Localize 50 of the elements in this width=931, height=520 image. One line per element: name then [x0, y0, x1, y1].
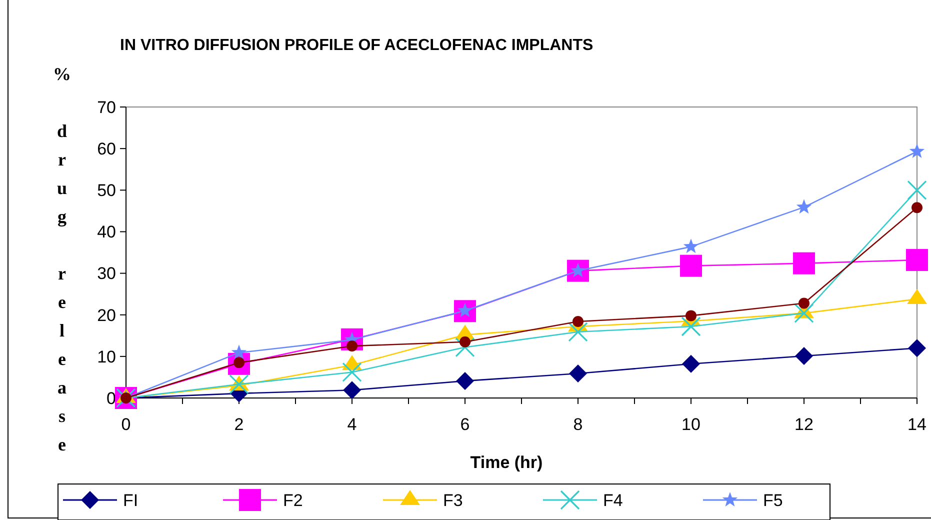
point: [569, 364, 587, 382]
point: [572, 316, 584, 328]
point: [682, 354, 700, 373]
legend-label: F5: [763, 490, 783, 510]
point: [912, 202, 922, 214]
point: [909, 143, 925, 158]
x-tick-label: 0: [121, 415, 131, 434]
point: [229, 374, 249, 394]
point: [681, 316, 701, 336]
legend-label: F3: [443, 490, 463, 510]
y-tick-label: 30: [97, 264, 116, 284]
point: [795, 347, 813, 366]
point: [686, 310, 696, 322]
x-axis-title: Time (hr): [470, 453, 543, 472]
point: [346, 340, 358, 352]
point: [455, 337, 475, 358]
point: [796, 199, 812, 214]
x-tick-label: 4: [347, 415, 357, 434]
x-tick-label: 14: [908, 415, 926, 434]
x-tick-label: 6: [460, 415, 470, 434]
point: [680, 254, 702, 277]
point: [342, 362, 362, 382]
point: [460, 336, 470, 348]
x-tick-label: 2: [234, 415, 244, 434]
legend-label: FI: [123, 490, 138, 510]
point: [793, 252, 815, 274]
point: [794, 303, 814, 323]
text: % drug release: [53, 64, 71, 454]
x-tick-label: 10: [682, 415, 700, 434]
point: [798, 298, 810, 309]
point: [231, 344, 247, 360]
y-tick-label: 20: [97, 306, 116, 325]
x-tick-label: 8: [573, 415, 583, 434]
y-tick-label: 0: [106, 388, 116, 408]
point: [456, 372, 474, 390]
y-tick-label: 60: [97, 140, 116, 159]
point: [906, 248, 928, 271]
legend-label: F4: [603, 490, 623, 510]
chart-title: IN VITRO DIFFUSION PROFILE OF ACECLOFENAC IMPLANTS: [120, 37, 594, 54]
point: [908, 339, 926, 358]
point: [568, 322, 588, 342]
y-tick-label: 70: [97, 98, 116, 117]
point: [343, 381, 361, 400]
y-tick-label: 40: [97, 222, 116, 242]
y-tick-label: 10: [97, 347, 116, 366]
y-tick-label: 50: [97, 181, 116, 200]
point: [683, 238, 699, 254]
legend-label: F2: [283, 490, 303, 510]
x-tick-label: 12: [794, 415, 814, 434]
point: [907, 180, 927, 200]
